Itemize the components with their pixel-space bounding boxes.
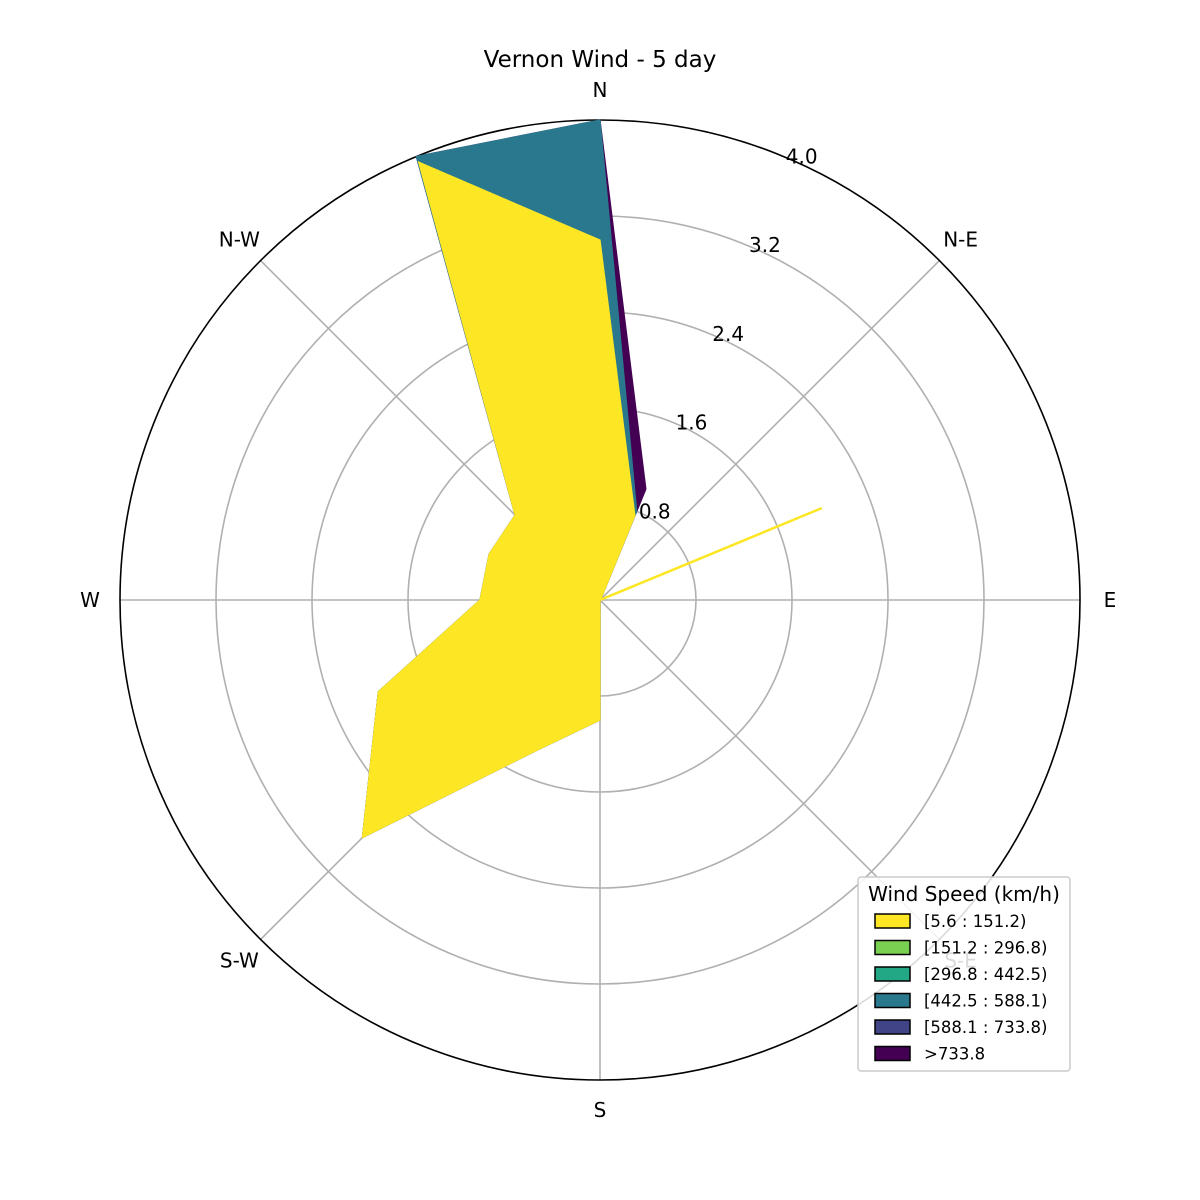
- radial-tick-label: 4.0: [786, 145, 818, 169]
- legend-swatch: [874, 913, 911, 929]
- legend-swatch: [874, 939, 911, 956]
- direction-label: E: [1104, 588, 1117, 612]
- legend-entry-label: [151.2 : 296.8): [924, 939, 1047, 958]
- axis-labels: NN-EES-ESS-WWN-W0.81.62.43.24.0: [80, 78, 1116, 1122]
- direction-label: W: [80, 588, 100, 612]
- legend-entry-label: [296.8 : 442.5): [924, 965, 1047, 984]
- radial-tick-label: 3.2: [749, 233, 781, 257]
- legend-box: [857, 876, 1071, 1072]
- radial-tick-label: 2.4: [712, 322, 744, 346]
- legend-swatch: [874, 1019, 911, 1035]
- direction-label: N: [593, 78, 608, 102]
- legend-entry-label: >733.8: [924, 1045, 985, 1064]
- direction-label: N-W: [219, 227, 260, 251]
- legend-entry-label: [588.1 : 733.8): [924, 1018, 1047, 1037]
- direction-label: N-E: [943, 227, 978, 251]
- legend-swatch: [874, 1045, 911, 1062]
- legend-swatch: [874, 966, 911, 982]
- chart-title: Vernon Wind - 5 day: [484, 47, 717, 73]
- radial-tick-label: 1.6: [676, 411, 708, 435]
- legend-swatch: [874, 992, 911, 1009]
- grid-spoke: [599, 260, 940, 601]
- radial-tick-label: 0.8: [639, 499, 671, 523]
- series-area: [361, 161, 822, 839]
- legend-entry-label: [442.5 : 588.1): [924, 992, 1047, 1011]
- legend-title: Wind Speed (km/h): [868, 882, 1060, 906]
- series-spike: [599, 507, 823, 602]
- legend: Wind Speed (km/h) [5.6 : 151.2) [151.2 : 2…: [857, 876, 1071, 1072]
- direction-label: S: [594, 1098, 607, 1122]
- direction-label: S-W: [220, 949, 259, 973]
- legend-entry-label: [5.6 : 151.2): [924, 912, 1026, 931]
- wind-rose-areas: [361, 119, 823, 839]
